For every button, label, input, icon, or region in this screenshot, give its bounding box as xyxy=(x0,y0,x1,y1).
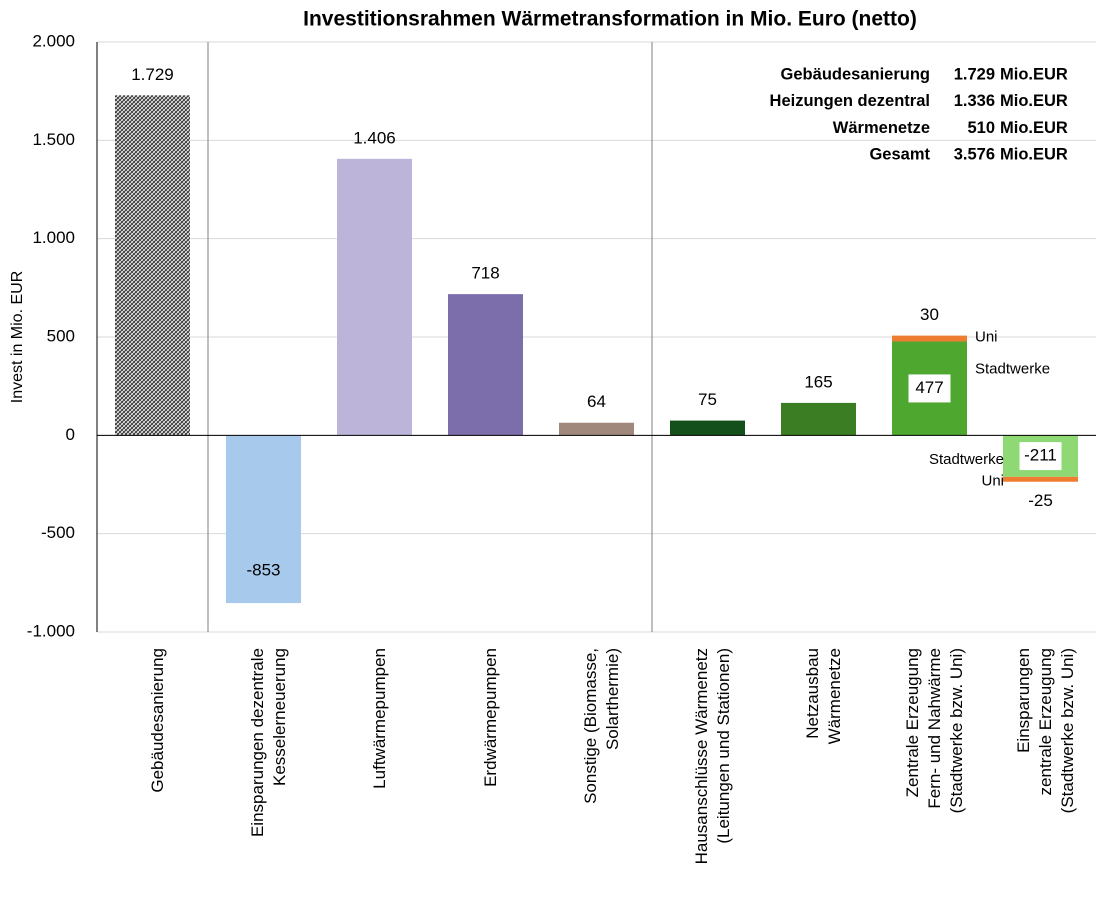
x-tick-label: zentrale Erzeugung xyxy=(1036,648,1055,795)
x-tick-label: Hausanschlüsse Wärmenetz xyxy=(692,648,711,864)
segment-name: Uni xyxy=(981,473,1004,490)
data-label: 477 xyxy=(915,378,943,397)
x-tick-label: Wärmenetze xyxy=(825,648,844,744)
bar xyxy=(892,335,967,342)
data-label: 718 xyxy=(471,264,499,283)
data-label: 165 xyxy=(804,372,832,391)
x-tick-label: Zentrale Erzeugung xyxy=(903,648,922,797)
x-tick-label: Luftwärmepumpen xyxy=(370,648,389,789)
summary-value: 1.729 xyxy=(954,65,995,83)
data-label: -211 xyxy=(1024,446,1057,465)
x-tick-label: (Stadtwerke bzw. Uni) xyxy=(947,648,966,813)
y-tick-label: 2.000 xyxy=(32,31,75,50)
y-axis-title: Invest in Mio. EUR xyxy=(9,271,26,403)
bar xyxy=(559,422,634,436)
data-label: -853 xyxy=(246,561,280,580)
bar xyxy=(115,95,190,436)
x-tick-label: Sonstige (Biomasse, xyxy=(581,648,600,804)
bar xyxy=(337,158,412,436)
segment-name: Stadtwerke xyxy=(929,451,1004,468)
summary-label: Gebäudesanierung xyxy=(781,65,930,83)
x-tick-label: Kesselerneuerung xyxy=(270,648,289,786)
x-tick-label: Netzausbau xyxy=(803,648,822,739)
summary-label: Heizungen dezentral xyxy=(770,92,930,110)
x-tick-label: Solarthermie) xyxy=(603,648,622,750)
summary-unit: Mio.EUR xyxy=(1000,119,1068,137)
summary-value: 510 xyxy=(967,119,995,137)
y-tick-label: 1.000 xyxy=(32,228,75,247)
segment-name: Stadtwerke xyxy=(975,361,1050,378)
summary-unit: Mio.EUR xyxy=(1000,145,1068,163)
data-label: 1.406 xyxy=(353,128,396,147)
data-label: 1.729 xyxy=(131,65,174,84)
bar xyxy=(781,402,856,436)
y-tick-label: 0 xyxy=(66,425,75,444)
y-tick-label: 1.500 xyxy=(32,130,75,149)
summary-value: 1.336 xyxy=(954,92,995,110)
bar xyxy=(226,435,301,604)
summary-label: Wärmenetze xyxy=(833,119,930,137)
label-box xyxy=(908,374,951,403)
data-label: -25 xyxy=(1028,491,1053,510)
summary-label: Gesamt xyxy=(869,145,930,163)
y-tick-label: 500 xyxy=(47,326,75,345)
summary-unit: Mio.EUR xyxy=(1000,92,1068,110)
bar xyxy=(670,420,745,436)
x-tick-label: (Leitungen und Stationen) xyxy=(714,648,733,844)
y-tick-label: -500 xyxy=(41,523,75,542)
summary-value: 3.576 xyxy=(954,145,995,163)
y-tick-label: -1.000 xyxy=(27,621,75,640)
data-label: 75 xyxy=(698,390,717,409)
x-tick-label: Einsparungen xyxy=(1014,648,1033,753)
x-tick-label: Einsparungen dezentrale xyxy=(248,648,267,837)
bar xyxy=(1003,476,1078,482)
data-label: 30 xyxy=(920,305,939,324)
label-box xyxy=(1019,442,1062,471)
segment-name: Uni xyxy=(975,329,998,346)
x-tick-label: (Stadtwerke bzw. Uni) xyxy=(1058,648,1077,813)
chart-title: Investitionsrahmen Wärmetransformation i… xyxy=(303,8,917,31)
x-tick-label: Fern- und Nahwärme xyxy=(925,648,944,809)
data-label: 64 xyxy=(587,392,606,411)
summary-unit: Mio.EUR xyxy=(1000,65,1068,83)
x-tick-label: Gebäudesanierung xyxy=(148,648,167,793)
x-tick-label: Erdwärmepumpen xyxy=(481,648,500,787)
bar xyxy=(448,294,523,436)
